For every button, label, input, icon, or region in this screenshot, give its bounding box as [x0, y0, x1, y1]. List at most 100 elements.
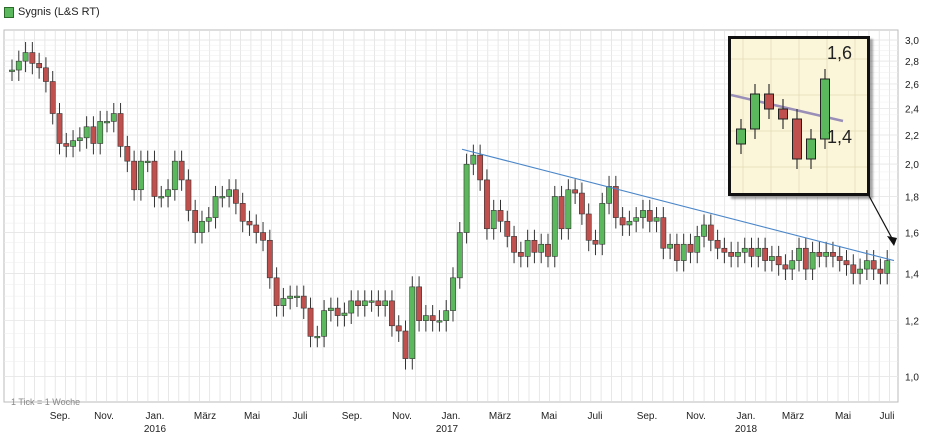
candle-body: [545, 243, 551, 257]
candle-body: [314, 336, 321, 339]
arrow-head: [887, 236, 897, 246]
candle-body: [56, 113, 63, 144]
x-year-label: 2018: [735, 424, 758, 435]
candle-body: [450, 277, 456, 311]
candle-body: [144, 160, 151, 163]
candle-body: [714, 239, 721, 249]
candle-body: [612, 186, 619, 218]
y-tick-label: 1,6: [905, 229, 919, 240]
candle-body: [585, 213, 592, 241]
x-month-label: Sep.: [342, 411, 363, 422]
candle-body: [409, 286, 416, 359]
y-tick-label: 2,8: [905, 57, 919, 68]
candle-body: [782, 264, 789, 270]
y-tick-label: 2,2: [905, 131, 919, 142]
candle-body: [239, 203, 246, 222]
candle-body: [382, 300, 389, 306]
candle-body: [463, 163, 470, 233]
candle-body: [429, 315, 436, 321]
candle-body: [341, 312, 348, 316]
candle-body: [212, 196, 219, 218]
pointer-arrow: [867, 193, 897, 246]
candle-body: [802, 247, 809, 270]
candle-body: [667, 243, 674, 249]
x-month-label: Juli: [587, 411, 602, 422]
candle-body: [9, 69, 15, 72]
y-tick-label: 1,8: [905, 192, 919, 203]
candle-body: [124, 146, 131, 162]
candle-body: [436, 320, 443, 323]
candle-body: [558, 196, 565, 230]
candle-body: [721, 247, 728, 253]
candle-body: [246, 220, 253, 226]
candle-body: [735, 252, 741, 257]
candle-body: [185, 179, 192, 211]
candle-body: [551, 196, 558, 257]
candle-body: [768, 256, 775, 261]
candle-body: [253, 224, 260, 233]
inset-candle-body: [736, 128, 746, 145]
arrow-line: [867, 193, 895, 243]
candle-body: [232, 189, 239, 204]
candle-body: [97, 121, 104, 144]
y-tick-label: 2,4: [905, 104, 919, 115]
inset-label-1-4: 1,4: [827, 127, 853, 147]
candle-body: [15, 60, 22, 71]
candle-body: [524, 239, 531, 257]
candle-body: [90, 126, 97, 144]
inset-candle-body: [806, 138, 816, 160]
y-tick-label: 1,0: [905, 372, 919, 383]
candle-body: [178, 160, 185, 181]
candle-body: [477, 154, 484, 181]
candle-body: [327, 307, 334, 311]
candle-body: [660, 217, 667, 249]
candle-body: [355, 300, 361, 306]
legend-label: Sygnis (L&S RT): [18, 6, 100, 18]
candle-body: [171, 160, 178, 191]
candle-body: [606, 186, 612, 204]
inset-candle-body: [764, 93, 774, 110]
candle-body: [484, 179, 490, 230]
candle-body: [294, 295, 300, 298]
candle-body: [131, 160, 138, 191]
candle-body: [402, 330, 409, 359]
candle-body: [348, 300, 355, 314]
zoom-inset: 1,6 1,4: [728, 36, 870, 196]
candle-body: [599, 203, 606, 245]
candle-body: [748, 247, 755, 257]
candle-body: [158, 196, 165, 199]
y-tick-label: 1,2: [905, 317, 919, 328]
candle-body: [260, 232, 266, 241]
candle-body: [22, 52, 29, 62]
candle-body: [626, 220, 633, 226]
candle-body: [280, 298, 287, 306]
inset-candle-body: [778, 108, 788, 120]
candle-body: [300, 295, 307, 309]
candle-body: [707, 224, 714, 241]
candle-body: [843, 260, 850, 266]
candle-body: [151, 160, 158, 197]
x-month-label: Juli: [879, 411, 894, 422]
candle-body: [266, 239, 273, 279]
candle-body: [687, 243, 694, 253]
candle-body: [375, 300, 382, 306]
candle-body: [287, 295, 294, 299]
candle-body: [29, 52, 36, 64]
y-tick-label: 2,6: [905, 80, 919, 91]
candle-body: [579, 192, 585, 215]
candle-body: [307, 307, 314, 337]
candle-body: [273, 277, 280, 306]
candle-body: [653, 217, 660, 222]
trendline: [461, 148, 895, 262]
x-month-label: Jan.: [737, 411, 756, 422]
candles: [9, 42, 891, 370]
candle-body: [334, 307, 341, 316]
candle-body: [470, 154, 477, 165]
candle-body: [538, 243, 545, 253]
candle-body: [850, 264, 857, 274]
candle-body: [572, 189, 579, 194]
candle-body: [870, 260, 877, 270]
candle-body: [368, 300, 375, 303]
inset-candle-body: [750, 93, 760, 130]
tick-footnote: 1 Tick = 1 Woche: [11, 397, 81, 407]
